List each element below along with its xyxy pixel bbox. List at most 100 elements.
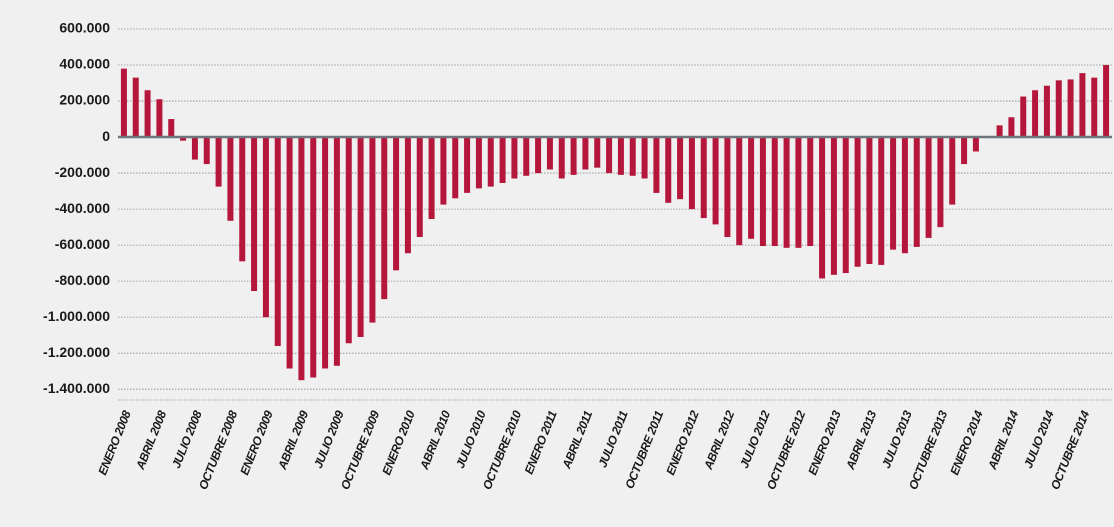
x-tick-label: ENERO 2014	[947, 408, 986, 477]
x-tick-label: JULIO 2011	[595, 408, 631, 469]
bar	[333, 137, 340, 366]
bar	[464, 137, 471, 193]
bar	[677, 137, 684, 200]
bar	[428, 137, 435, 220]
y-tick-label: -1.000.000	[43, 308, 110, 324]
bar	[854, 137, 861, 267]
x-tick-label: ENERO 2008	[95, 408, 134, 477]
x-tick-label: ENERO 2011	[522, 408, 560, 476]
bar	[546, 137, 553, 170]
bar	[274, 137, 281, 346]
bar	[748, 137, 755, 239]
bar	[203, 137, 210, 165]
bar	[558, 137, 565, 179]
x-tick-label: ABRIL 2008	[133, 408, 170, 472]
bar	[890, 137, 897, 250]
bar	[381, 137, 388, 300]
x-tick-label: JULIO 2009	[311, 408, 347, 470]
bar	[783, 137, 790, 248]
bar	[215, 137, 222, 187]
bar	[996, 125, 1003, 138]
bar	[913, 137, 920, 247]
bar	[736, 137, 743, 246]
bar	[440, 137, 447, 205]
bar	[511, 137, 518, 179]
bar	[1008, 117, 1015, 138]
bar	[1103, 65, 1110, 138]
bar	[1020, 96, 1027, 138]
bar	[1043, 85, 1050, 138]
bar	[653, 137, 660, 193]
bar	[1091, 77, 1098, 138]
x-tick-label: ENERO 2012	[663, 408, 702, 477]
bar	[700, 137, 707, 219]
x-tick-label: OCTUBRE 2012	[764, 408, 809, 491]
bar	[322, 137, 329, 369]
bar	[487, 137, 494, 187]
x-tick-label: ABRIL 2014	[985, 408, 1022, 472]
y-tick-label: -200.000	[55, 164, 110, 180]
bar	[961, 137, 968, 165]
bar	[629, 137, 636, 176]
x-tick-label: OCTUBRE 2008	[196, 408, 241, 491]
bar	[452, 137, 459, 199]
bar	[393, 137, 400, 271]
bar	[345, 137, 352, 344]
bar	[416, 137, 423, 238]
bar	[830, 137, 837, 275]
bar	[298, 137, 305, 381]
bar	[156, 99, 163, 138]
bar	[771, 137, 778, 247]
x-tick-label: OCTUBRE 2010	[480, 408, 525, 491]
bar	[972, 137, 979, 152]
x-tick-label: OCTUBRE 2009	[338, 408, 383, 491]
bar	[665, 137, 672, 203]
bar	[132, 77, 139, 138]
y-tick-label: 400.000	[59, 56, 110, 72]
bar	[570, 137, 577, 175]
bar	[1032, 90, 1039, 138]
bar	[262, 137, 269, 318]
x-tick-label: JULIO 2013	[879, 408, 915, 470]
bar	[1067, 79, 1074, 138]
x-tick-label: JULIO 2012	[737, 408, 773, 470]
bar	[949, 137, 956, 205]
bar	[866, 137, 873, 265]
y-tick-label: 200.000	[59, 92, 110, 108]
x-tick-label: JULIO 2008	[169, 408, 205, 470]
bar	[191, 137, 198, 160]
x-tick-label: ABRIL 2010	[417, 408, 454, 472]
bar	[357, 137, 364, 337]
y-tick-label: 0	[102, 128, 110, 144]
x-tick-label: ABRIL 2012	[701, 408, 738, 472]
bar	[582, 137, 589, 170]
bar	[901, 137, 908, 254]
bar	[535, 137, 542, 174]
bar	[523, 137, 530, 176]
bar	[1055, 80, 1062, 138]
bar	[688, 137, 695, 210]
y-tick-label: -400.000	[55, 200, 110, 216]
x-tick-label: ENERO 2010	[379, 408, 418, 477]
bar	[251, 137, 258, 292]
x-tick-label: JULIO 2014	[1021, 408, 1057, 470]
bar	[180, 137, 187, 141]
bar	[807, 137, 814, 247]
x-tick-label: ENERO 2013	[805, 408, 844, 477]
x-tick-label: ABRIL 2011	[559, 408, 595, 471]
bar	[641, 137, 648, 179]
bar	[594, 137, 601, 168]
bar	[712, 137, 719, 225]
x-tick-label: ABRIL 2009	[275, 408, 312, 472]
bar	[144, 90, 151, 138]
bar	[310, 137, 317, 378]
x-tick-label: JULIO 2010	[453, 408, 489, 470]
y-tick-label: -800.000	[55, 272, 110, 288]
x-tick-label: OCTUBRE 2013	[906, 408, 951, 491]
bar	[1079, 73, 1086, 138]
y-tick-label: -600.000	[55, 236, 110, 252]
x-tick-label: OCTUBRE 2011	[622, 408, 666, 490]
bar	[842, 137, 849, 274]
bar	[227, 137, 234, 221]
bar	[878, 137, 885, 265]
